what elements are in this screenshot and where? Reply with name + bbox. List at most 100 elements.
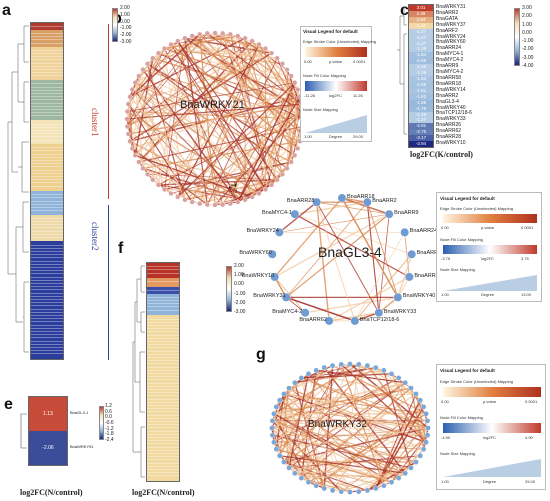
panel-d-legend: Visual Legend for default Edge Stroke Co…: [436, 192, 542, 302]
heatmap-cell: -1.51: [409, 87, 433, 95]
node-fill-min: -4.90: [441, 435, 451, 440]
panel-d-network: [267, 193, 417, 326]
node-fill-title: Node Fill Color Mapping: [440, 237, 483, 242]
heatmap-cell: -1.58: [409, 81, 433, 89]
panel-c-heatmap: 3.01 2.28 1.84 1.44 -1.27 -1.27 -1.27 -1.29 -1.6…: [408, 4, 434, 148]
network-edge: [276, 406, 429, 429]
legend-title: Visual Legend for default: [440, 196, 495, 201]
panel-b-network: [124, 30, 306, 208]
heatmap-cell: -1.78: [409, 105, 433, 112]
network-node: [388, 371, 395, 377]
network-edge: [258, 89, 299, 194]
network-node: [313, 482, 319, 489]
network-node: [136, 159, 142, 165]
panel-e-colorbar-ticks: 1.2 0.6 0.0 -0.6 -1.2 -1.8 -2.4: [105, 404, 123, 443]
network-node: [150, 55, 156, 61]
network-node: [227, 201, 233, 207]
network-node: [127, 94, 133, 100]
colorbar-tick: 1.00: [234, 272, 244, 279]
network-node: [374, 308, 384, 318]
network-node: [292, 80, 298, 86]
network-edge: [316, 201, 380, 313]
colorbar-tick: -1.00: [522, 38, 534, 45]
network-node: [273, 446, 280, 452]
row-label: BnaARR58: [436, 74, 462, 81]
network-edge: [415, 393, 427, 443]
network-edge: [274, 197, 343, 278]
network-node: [127, 138, 133, 144]
row-label: BnaWRKY10: [436, 140, 466, 147]
network-node: [321, 364, 328, 371]
heatmap-cell: 2.28: [409, 10, 433, 18]
network-edge: [283, 461, 384, 486]
colorbar-tick: 2.00: [522, 13, 532, 20]
network-edge: [131, 69, 144, 149]
network-node: [279, 61, 286, 67]
cluster1-bracket: [108, 24, 109, 199]
network-node: [124, 123, 130, 130]
panel-c-dendrogram: [397, 6, 407, 135]
network-edge: [294, 472, 368, 491]
network-edge: [170, 34, 231, 45]
network-node: [235, 199, 241, 205]
panel-c-colorbar: [514, 8, 520, 66]
panel-c-row-labels: BnaWRKY31 BnaARR2 BnaGATA BnaWRKY37 BnaARF2 B…: [436, 4, 492, 148]
network-edge: [366, 202, 399, 298]
network-node: [321, 485, 328, 492]
edge-max: 0.0001: [521, 225, 534, 230]
node-fill-max: 11.26: [353, 93, 363, 98]
heatmap-cell: -2.06: [29, 431, 67, 466]
network-edge: [375, 393, 417, 489]
network-edge: [341, 197, 399, 298]
network-edge: [237, 75, 292, 203]
row-label: BnaWRKY33: [436, 116, 466, 123]
network-edge: [383, 382, 406, 486]
network-node: [295, 145, 301, 152]
colorbar-tick: 0.00: [522, 29, 532, 36]
panel-f-caption: log2FC(N/control): [132, 488, 195, 497]
heatmap-band: [31, 120, 63, 144]
network-edge: [366, 434, 428, 491]
network-edge: [285, 213, 390, 298]
network-node: [417, 452, 424, 459]
network-edge: [272, 434, 412, 469]
network-edge: [132, 88, 298, 150]
network-node: [288, 159, 294, 165]
network-node: [274, 177, 280, 183]
panel-b-hub-gene: BnaWRKY21: [180, 99, 245, 111]
panel-a-dendrogram: [7, 25, 29, 353]
row-label: BnaARF2: [436, 27, 458, 34]
network-edge: [294, 364, 342, 474]
network-node: [324, 316, 334, 326]
network-edge: [134, 48, 266, 156]
network-node: [256, 190, 262, 197]
network-nodes: [267, 193, 417, 326]
network-node: [402, 470, 408, 477]
colorbar-tick: 2.00: [234, 263, 244, 269]
network-node: [402, 379, 408, 386]
heatmap-cell: 1.13: [29, 397, 67, 432]
heatmap-cell: -1.29: [409, 111, 433, 118]
network-node: [395, 375, 402, 381]
network-edge: [142, 167, 223, 206]
node-fill-gradient: [305, 81, 367, 91]
network-node: [189, 199, 195, 205]
network-node: [155, 50, 162, 56]
edge-attr: p-value: [481, 225, 495, 230]
network-edge: [177, 82, 296, 198]
panel-g-network: [269, 361, 431, 495]
panel-letter-e: e: [4, 396, 13, 413]
network-node: [329, 487, 336, 494]
network-node: [274, 55, 280, 61]
edge-gradient: [305, 47, 367, 57]
network-edge: [134, 34, 231, 156]
row-label: BnaGL3-4: [436, 98, 459, 105]
heatmap-cell: -1.27: [409, 117, 433, 124]
network-edge: [279, 399, 429, 429]
network-edge: [272, 420, 406, 474]
network-node: [132, 152, 138, 158]
network-node: [298, 375, 305, 381]
row-label: BnaGL3-1: [70, 410, 89, 415]
network-node: [347, 361, 353, 367]
heatmap-cell: -1.64: [409, 52, 433, 59]
